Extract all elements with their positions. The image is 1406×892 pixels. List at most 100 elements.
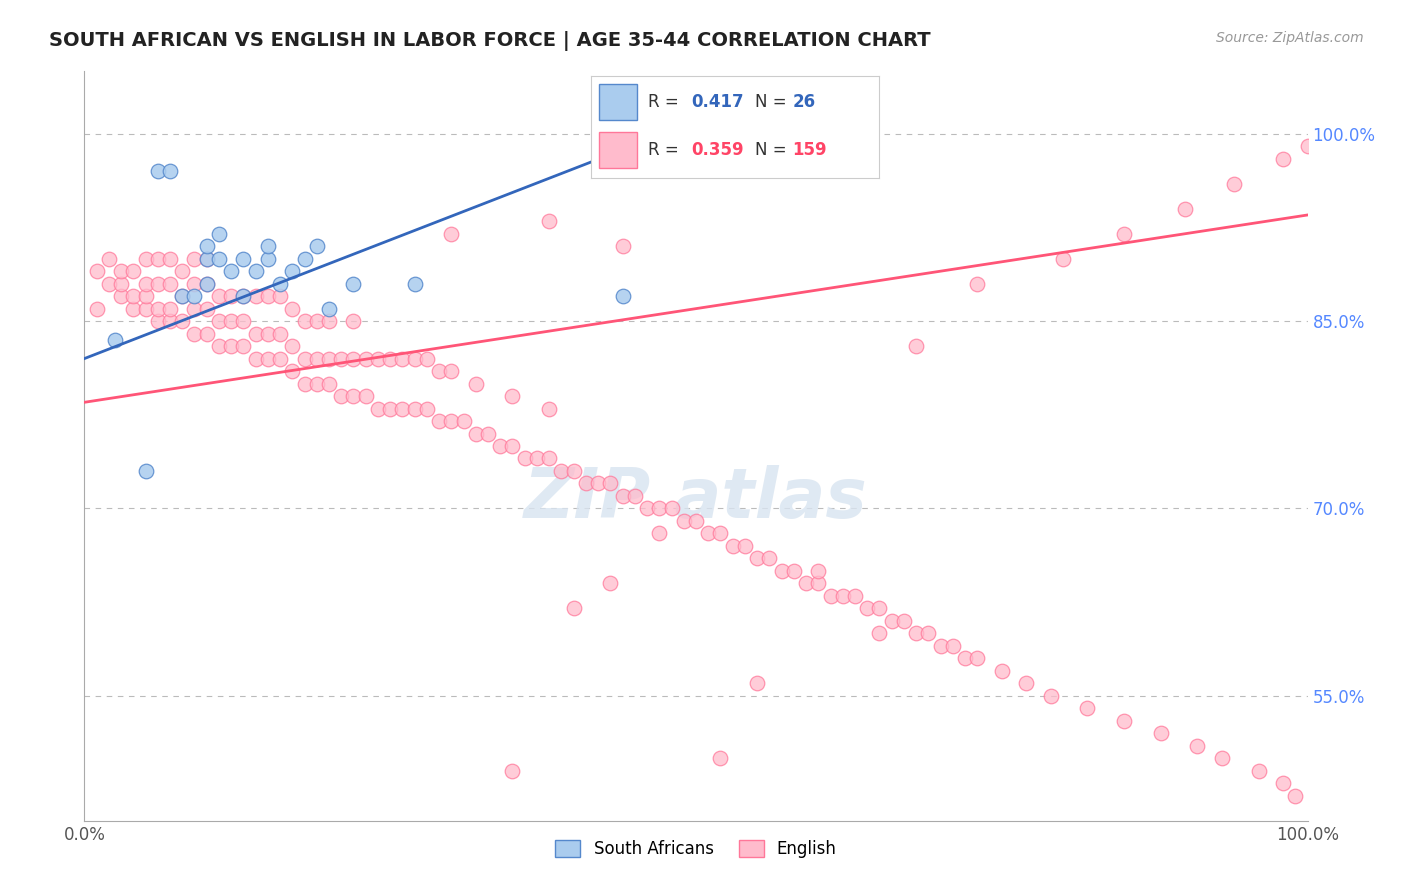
Point <box>245 351 267 366</box>
Text: ZIP atlas: ZIP atlas <box>524 465 868 532</box>
Point <box>294 351 316 366</box>
Point <box>489 439 512 453</box>
Point <box>391 401 413 416</box>
Point <box>453 414 475 428</box>
Point <box>257 351 280 366</box>
Point <box>416 351 439 366</box>
Point <box>269 277 291 291</box>
Point <box>807 564 830 578</box>
Point <box>380 401 402 416</box>
Point <box>953 651 976 665</box>
Point <box>146 252 169 266</box>
Point <box>404 351 426 366</box>
Point <box>146 277 169 291</box>
Point <box>538 214 561 228</box>
Point <box>538 401 561 416</box>
Point <box>1150 726 1173 740</box>
Point <box>195 277 218 291</box>
Point <box>1284 789 1306 803</box>
Point <box>281 364 304 378</box>
Point <box>709 526 731 541</box>
Point <box>269 289 291 303</box>
Point <box>612 239 634 253</box>
Point <box>575 476 598 491</box>
Point <box>172 264 194 278</box>
Point <box>966 277 988 291</box>
Point <box>820 589 842 603</box>
Point <box>880 614 903 628</box>
Point <box>110 264 132 278</box>
Point <box>1296 139 1319 153</box>
Point <box>97 277 120 291</box>
Point <box>440 364 463 378</box>
Point <box>342 351 364 366</box>
Point <box>427 364 450 378</box>
Point <box>1114 714 1136 728</box>
Point <box>219 289 242 303</box>
Point <box>905 339 928 353</box>
Point <box>697 526 720 541</box>
Point <box>183 252 205 266</box>
Point <box>477 426 499 441</box>
Text: 26: 26 <box>793 93 815 111</box>
Point <box>135 289 157 303</box>
Point <box>110 277 132 291</box>
Point <box>305 314 328 328</box>
Point <box>208 339 231 353</box>
Point <box>648 501 671 516</box>
Point <box>318 314 340 328</box>
Point <box>159 164 181 178</box>
Point <box>721 539 744 553</box>
Point <box>342 314 364 328</box>
Text: N =: N = <box>755 141 792 159</box>
Point <box>624 489 647 503</box>
Legend: South Africans, English: South Africans, English <box>548 833 844 864</box>
Point <box>1247 764 1270 778</box>
Point <box>440 414 463 428</box>
Point <box>135 464 157 478</box>
Text: 0.417: 0.417 <box>692 93 744 111</box>
Point <box>232 252 254 266</box>
Point <box>219 264 242 278</box>
Point <box>86 264 108 278</box>
Point <box>550 464 572 478</box>
Point <box>599 476 621 491</box>
Point <box>734 539 756 553</box>
Point <box>86 301 108 316</box>
Point <box>195 326 218 341</box>
Point <box>709 751 731 765</box>
Point <box>195 252 218 266</box>
Point <box>208 289 231 303</box>
Point <box>122 264 145 278</box>
Point <box>146 164 169 178</box>
Point <box>245 326 267 341</box>
Point <box>183 277 205 291</box>
Point <box>354 389 377 403</box>
Point <box>330 389 353 403</box>
Point <box>893 614 915 628</box>
Point <box>869 626 891 640</box>
Point <box>294 314 316 328</box>
Text: Source: ZipAtlas.com: Source: ZipAtlas.com <box>1216 31 1364 45</box>
Point <box>770 564 793 578</box>
Point <box>416 401 439 416</box>
Point <box>648 526 671 541</box>
Point <box>404 401 426 416</box>
Point <box>342 389 364 403</box>
Point <box>758 551 780 566</box>
Point <box>269 326 291 341</box>
Point <box>661 501 683 516</box>
Point <box>232 289 254 303</box>
Point <box>305 376 328 391</box>
FancyBboxPatch shape <box>599 132 637 168</box>
Point <box>502 764 524 778</box>
Point <box>783 564 806 578</box>
Point <box>294 252 316 266</box>
Point <box>794 576 817 591</box>
Point <box>1039 689 1062 703</box>
Point <box>612 289 634 303</box>
Point <box>159 314 181 328</box>
Point <box>1114 227 1136 241</box>
Point <box>612 489 634 503</box>
Point <box>367 401 389 416</box>
